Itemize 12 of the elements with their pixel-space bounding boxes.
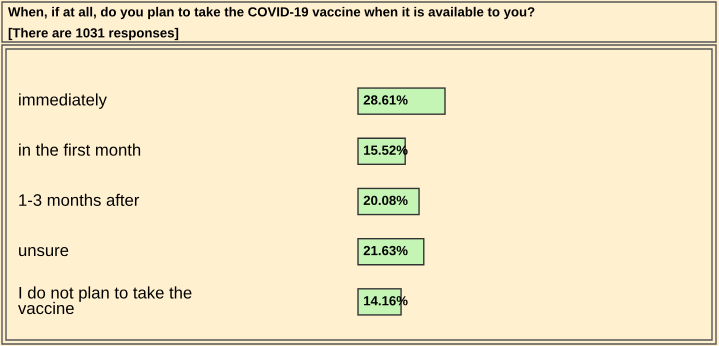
data-label: 20.08% <box>364 196 408 206</box>
y-tick-label: immediately <box>19 93 107 109</box>
data-label: 28.61% <box>364 95 408 105</box>
bar <box>357 238 424 266</box>
y-tick-label: in the first month <box>19 144 140 156</box>
data-label: 21.63% <box>364 246 408 256</box>
y-tick-label: I do not plan to take the vaccine <box>18 286 192 314</box>
y-tick-label: unsure <box>19 247 68 256</box>
y-tick-label: 1-3 months after <box>19 194 140 206</box>
bar <box>357 87 446 115</box>
text: [There are 1031 responses] <box>8 28 178 40</box>
chart-title: When, if at all, do you plan to take the COVID-19 vaccine when it is available to you? <box>8 6 534 20</box>
